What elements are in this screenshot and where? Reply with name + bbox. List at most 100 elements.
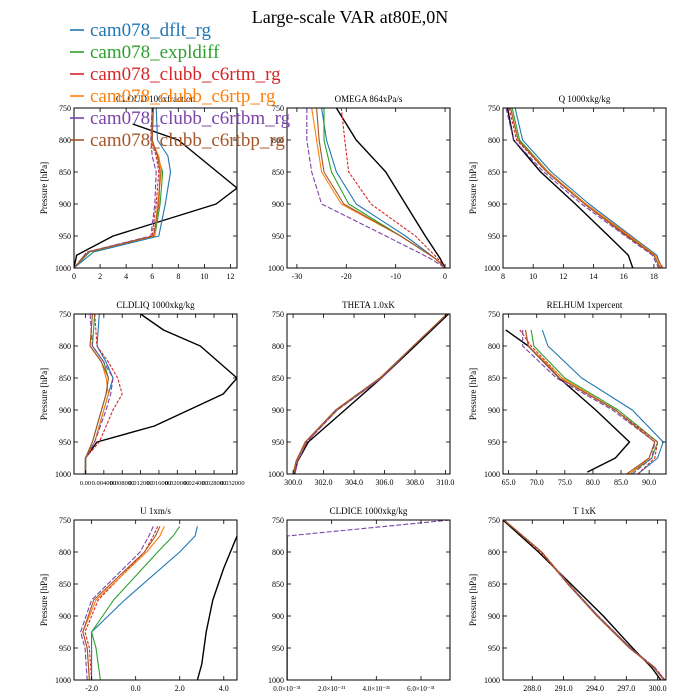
series-group <box>74 108 237 268</box>
y-tick-label: 750 <box>488 104 500 113</box>
panel-9: 750 800 850 900 950 1000 288.0 291.0 294.0 297.0 3… <box>468 506 667 693</box>
x-tick-label: 0.028000 <box>202 480 226 487</box>
x-tick-label: 0.00 <box>80 480 91 487</box>
plot-frame <box>502 519 667 681</box>
x-tick-label: 0.004000 <box>92 480 116 487</box>
series-group <box>292 314 449 474</box>
x-tick-label: 4.0 <box>219 684 229 693</box>
series-line-2 <box>287 520 450 537</box>
series-line-1 <box>84 314 237 474</box>
legend-label: cam078_clubb_c6rtp_rg <box>90 86 276 107</box>
series-group <box>80 526 237 680</box>
legend-label: cam078_clubb_c6rtm_rg <box>90 64 281 85</box>
x-tick-label: 302.0 <box>315 478 333 487</box>
legend-label: cam078_clubb_c6rtbp_rg <box>90 130 285 151</box>
series-line-1 <box>503 520 662 680</box>
y-axis-label: Pressure [hPa] <box>39 368 49 420</box>
panel-title: U 1xm/s <box>140 506 171 516</box>
plot-frame <box>286 313 451 475</box>
series-line-7 <box>503 520 665 680</box>
legend-label: cam078_expldiff <box>90 42 220 63</box>
x-tick-label: 306.0 <box>375 478 393 487</box>
y-tick-label: 800 <box>59 342 71 351</box>
panel-2: 750 800 850 900 950 1000 -30 -20 -10 0 OMEGA 864xP… <box>268 94 451 281</box>
series-group <box>503 520 666 680</box>
y-tick-label: 850 <box>488 580 500 589</box>
series-line-4 <box>84 526 159 680</box>
series-line-2 <box>541 329 664 474</box>
x-tick-label: 12 <box>559 272 567 281</box>
plot-frame <box>73 519 238 681</box>
panel-title: RELHUM 1xpercent <box>547 300 623 310</box>
series-group <box>505 329 664 474</box>
x-tick-label: 18 <box>650 272 658 281</box>
series-line-3 <box>323 108 446 268</box>
x-tick-label: 6 <box>150 272 154 281</box>
y-tick-label: 900 <box>272 406 284 415</box>
y-tick-label: 900 <box>488 200 500 209</box>
y-tick-label: 950 <box>488 644 500 653</box>
series-line-1 <box>196 535 237 680</box>
x-tick-label: 288.0 <box>523 684 541 693</box>
x-tick-label: 10 <box>529 272 537 281</box>
legend-label: cam078_dflt_rg <box>90 20 212 41</box>
y-tick-label: 1000 <box>484 470 500 479</box>
x-tick-label: 0 <box>72 272 76 281</box>
y-tick-label: 900 <box>59 612 71 621</box>
y-tick-label: 950 <box>272 438 284 447</box>
series-line-1 <box>74 123 237 268</box>
y-axis-label: Pressure [hPa] <box>468 368 478 420</box>
x-tick-label: 0.024000 <box>183 480 207 487</box>
panel-title: OMEGA 864xPa/s <box>335 94 403 104</box>
x-tick-label: 10 <box>200 272 208 281</box>
series-line-2 <box>91 526 198 680</box>
x-tick-label: 0 <box>443 272 447 281</box>
x-tick-label: 4 <box>124 272 128 281</box>
series-line-6 <box>505 108 659 268</box>
x-tick-label: -30 <box>292 272 303 281</box>
y-tick-label: 750 <box>488 310 500 319</box>
y-tick-label: 850 <box>59 168 71 177</box>
x-tick-label: 0.020000 <box>165 480 189 487</box>
y-tick-label: 900 <box>488 406 500 415</box>
y-tick-label: 900 <box>59 200 71 209</box>
y-tick-label: 1000 <box>55 470 71 479</box>
panel-title: T 1xK <box>573 506 597 516</box>
y-tick-label: 800 <box>272 136 284 145</box>
y-tick-label: 850 <box>272 374 284 383</box>
y-axis-label: Pressure [hPa] <box>39 574 49 626</box>
series-line-5 <box>524 329 656 474</box>
y-tick-label: 1000 <box>268 676 284 685</box>
y-tick-label: 950 <box>59 438 71 447</box>
x-tick-label: 75.0 <box>558 478 572 487</box>
y-tick-label: 900 <box>488 612 500 621</box>
series-line-6 <box>306 108 446 268</box>
series-line-3 <box>530 329 659 474</box>
y-tick-label: 800 <box>488 548 500 557</box>
series-group <box>287 520 450 680</box>
x-tick-label: 308.0 <box>406 478 424 487</box>
x-tick-label: 8 <box>176 272 180 281</box>
plot-frame <box>502 107 667 269</box>
plot-frame <box>73 107 238 269</box>
series-line-7 <box>292 314 448 474</box>
x-tick-label: 0.0×10⁻³¹ <box>273 685 301 693</box>
y-axis-label: Pressure [hPa] <box>39 162 49 214</box>
y-tick-label: 800 <box>59 136 71 145</box>
y-tick-label: 750 <box>272 516 284 525</box>
y-tick-label: 950 <box>488 232 500 241</box>
series-line-7 <box>316 108 446 268</box>
y-tick-label: 750 <box>59 516 71 525</box>
series-line-1 <box>505 329 631 473</box>
x-tick-label: 300.0 <box>649 684 667 693</box>
y-tick-label: 950 <box>272 232 284 241</box>
x-tick-label: 310.0 <box>436 478 454 487</box>
y-tick-label: 1000 <box>55 264 71 273</box>
y-axis-label: Pressure [hPa] <box>468 574 478 626</box>
x-tick-label: 297.0 <box>617 684 635 693</box>
x-tick-label: 2.0×10⁻³¹ <box>318 685 346 693</box>
series-line-6 <box>503 520 666 680</box>
